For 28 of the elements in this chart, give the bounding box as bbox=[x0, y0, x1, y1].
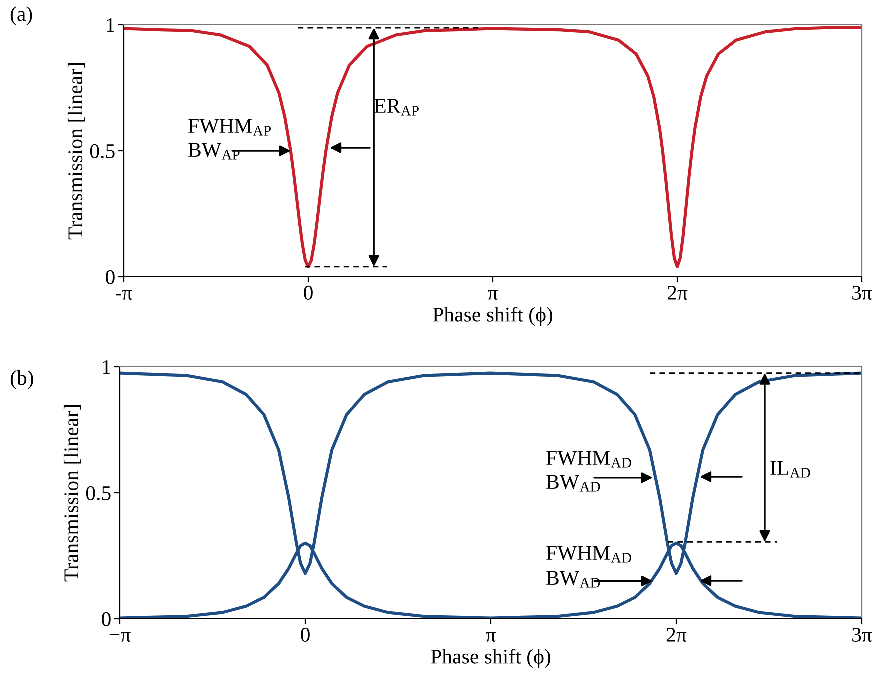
x-tick-label: 0 bbox=[301, 628, 310, 642]
y-tick-label: 0.5 bbox=[90, 144, 115, 159]
x-axis-title: Phase shift (ϕ) bbox=[431, 649, 551, 668]
x-tick-label: 2π bbox=[668, 286, 688, 300]
text: (a) bbox=[10, 6, 32, 26]
x-tick-label: 3π bbox=[852, 628, 872, 642]
annotation: IL$_{AD}$ bbox=[770, 461, 810, 478]
x-tick-label: 2π bbox=[666, 628, 687, 642]
text: (b) bbox=[10, 370, 34, 390]
y-tick-label: 1 bbox=[103, 360, 110, 374]
y-axis-title: Transmission [linear] bbox=[68, 64, 86, 240]
annotation: BW$_{AD}$ bbox=[546, 571, 600, 588]
y-tick-label: 1 bbox=[107, 18, 114, 32]
y-tick-label: 0 bbox=[102, 612, 111, 626]
x-tick-label: 0 bbox=[304, 286, 313, 300]
y-tick-label: 0.5 bbox=[86, 486, 111, 501]
x-tick-label: -π bbox=[116, 290, 132, 300]
x-tick-label: −π bbox=[110, 632, 131, 642]
annotation: BW$_{AD}$ bbox=[546, 475, 600, 492]
annotation: FWHM$_{AP}$ bbox=[188, 119, 272, 136]
x-tick-label: π bbox=[488, 290, 498, 300]
annotation: FWHM$_{AD}$ bbox=[546, 546, 632, 563]
x-tick-label: π bbox=[486, 632, 496, 642]
annotation: FWHM$_{AD}$ bbox=[546, 451, 632, 468]
y-tick-label: 0 bbox=[106, 270, 115, 284]
x-axis-title: Phase shift (ϕ) bbox=[433, 307, 553, 326]
y-axis-title: Transmission [linear] bbox=[64, 406, 82, 582]
x-tick-label: 3π bbox=[852, 286, 872, 300]
